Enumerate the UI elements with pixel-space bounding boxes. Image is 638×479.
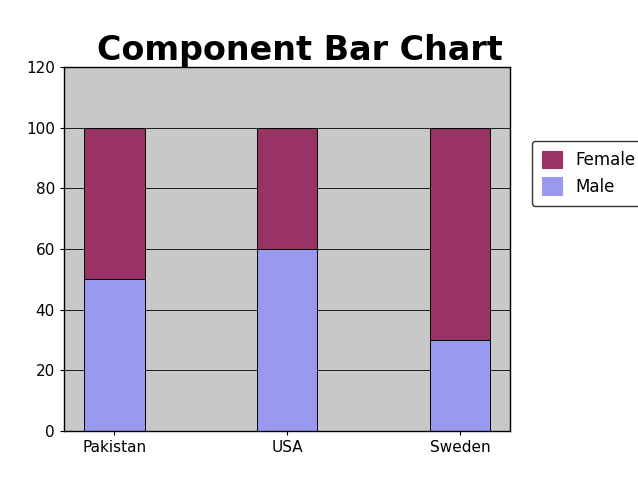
Bar bbox=[429, 340, 490, 431]
Legend: Female, Male: Female, Male bbox=[532, 141, 638, 205]
Bar bbox=[257, 249, 317, 431]
Text: Component Bar Chart: Component Bar Chart bbox=[97, 34, 503, 67]
Bar bbox=[257, 128, 317, 249]
Bar bbox=[429, 128, 490, 340]
Bar bbox=[84, 128, 145, 279]
Bar bbox=[84, 279, 145, 431]
